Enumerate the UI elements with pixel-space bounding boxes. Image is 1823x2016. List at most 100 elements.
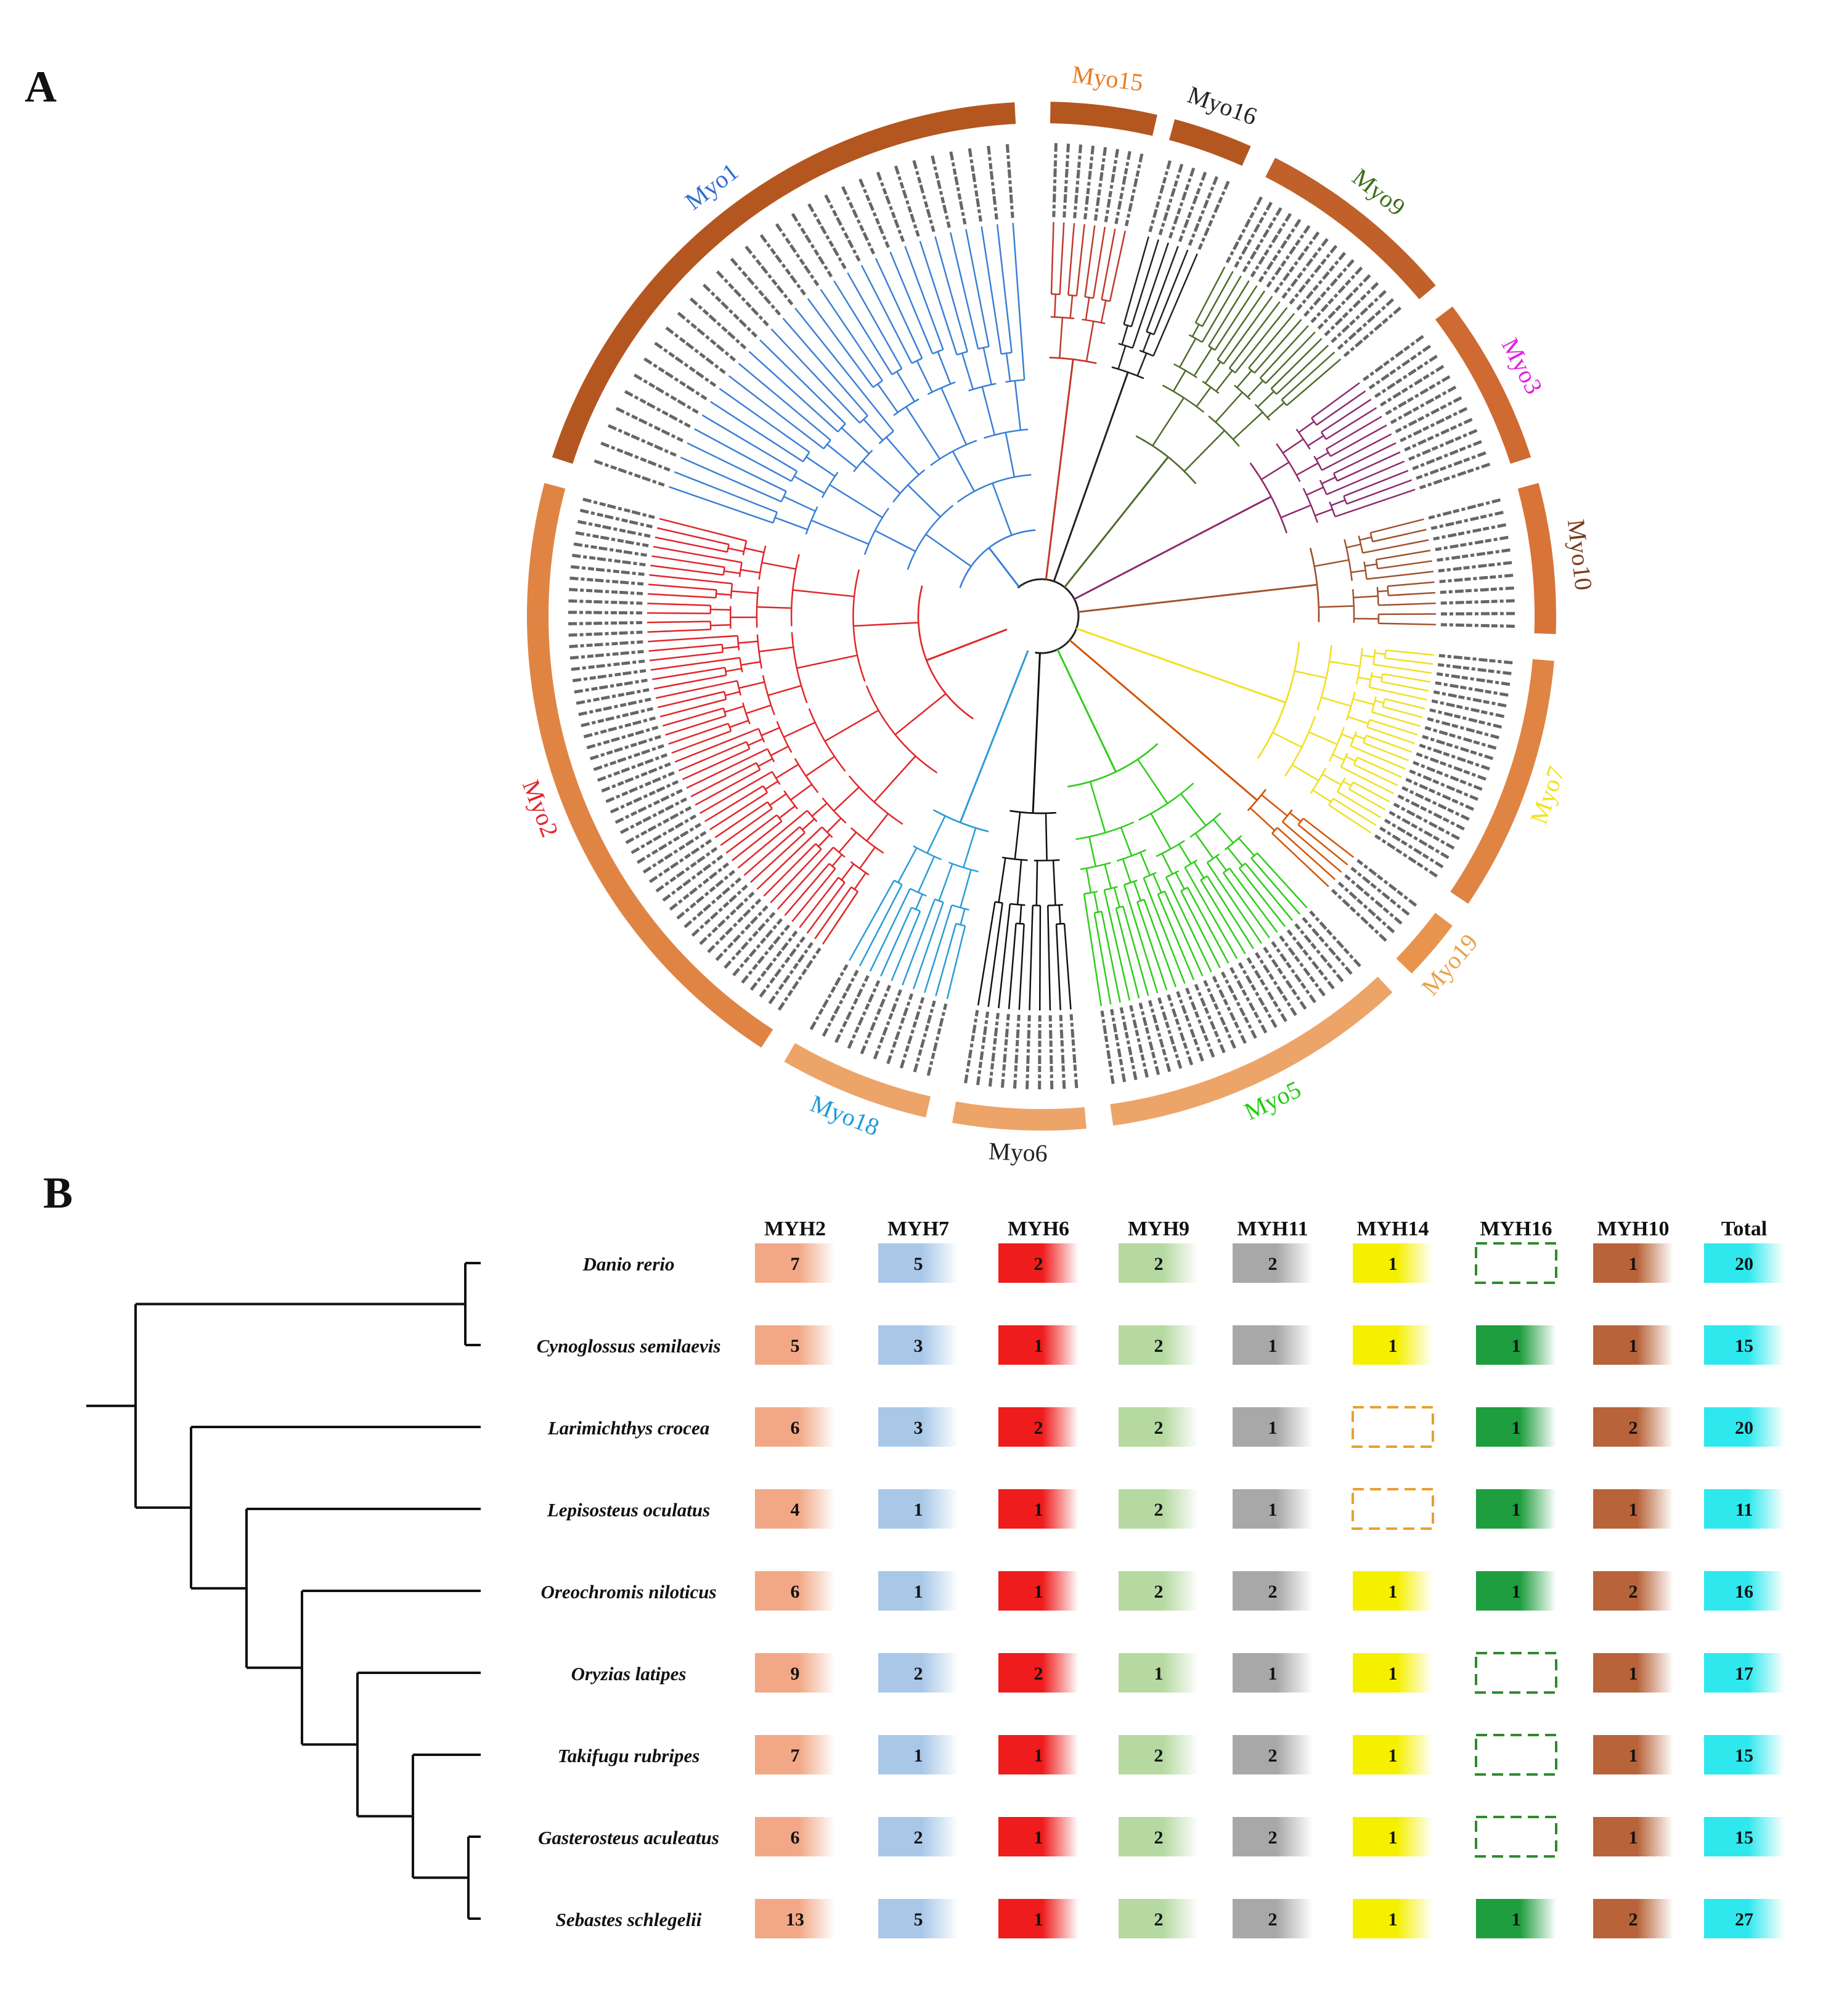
internal-branch [741, 662, 761, 665]
leaf-label-mark [1160, 163, 1182, 235]
count-value: 1 [1389, 1827, 1398, 1848]
internal-arc [1381, 674, 1382, 682]
internal-branch [1313, 790, 1331, 802]
internal-branch [741, 570, 761, 573]
leaf-branch [808, 299, 873, 388]
clade-ring [527, 102, 1556, 1131]
leaf-label-mark [654, 343, 716, 386]
internal-branch [744, 548, 764, 552]
clade-label-myo3: Myo3 [1496, 333, 1548, 399]
leaf-branch [729, 376, 824, 449]
internal-branch [906, 407, 940, 459]
leaf-label-mark [684, 879, 741, 928]
internal-arc [725, 667, 726, 675]
species-name: Takifugu rubripes [558, 1745, 700, 1766]
internal-branch [791, 784, 812, 800]
leaf-branch [1154, 250, 1188, 335]
internal-branch [895, 694, 946, 734]
leaf-label-mark [1283, 238, 1328, 298]
internal-branch [863, 420, 883, 441]
leaf-label-mark [1419, 745, 1490, 769]
leaf-label-mark [597, 755, 667, 781]
leaf-label-mark [1102, 1011, 1113, 1086]
leaf-branch [1366, 735, 1412, 752]
count-value: 1 [1512, 1500, 1521, 1520]
leaf-branch [823, 892, 858, 944]
leaf-label-mark [1435, 683, 1509, 695]
count-value: 1 [1512, 1418, 1521, 1438]
internal-arc [724, 567, 725, 575]
internal-arc [1202, 381, 1218, 393]
leaf-branch [648, 585, 717, 590]
internal-branch [1215, 392, 1242, 422]
count-value: 2 [1629, 1418, 1638, 1438]
count-value: 2 [1154, 1418, 1164, 1438]
leaf-branch [675, 729, 759, 762]
count-value: 2 [1154, 1336, 1164, 1356]
leaf-branch [870, 888, 910, 971]
leaf-branch [1349, 789, 1385, 810]
species-name: Gasterosteus aculeatus [538, 1827, 719, 1848]
leaf-branch [1077, 224, 1085, 296]
leaf-branch [778, 847, 833, 909]
leaf-label-mark [666, 327, 725, 373]
count-value: 1 [1034, 1500, 1043, 1520]
internal-arc [716, 590, 717, 598]
internal-branch [982, 387, 995, 435]
count-value: 2 [1154, 1500, 1164, 1520]
leaf-branch [982, 226, 1001, 354]
internal-branch [1290, 813, 1301, 821]
leaf-label-mark [776, 223, 818, 285]
internal-branch [1006, 353, 1010, 381]
internal-arc [784, 791, 797, 809]
column-header-myh2: MYH2 [764, 1217, 826, 1240]
leaf-branch [647, 613, 711, 614]
internal-branch [1121, 827, 1132, 856]
count-value: 15 [1735, 1746, 1753, 1766]
internal-branch [1297, 463, 1318, 475]
internal-branch [1015, 812, 1020, 859]
count-value: 2 [1268, 1827, 1278, 1848]
internal-branch [1185, 431, 1225, 471]
internal-arc [1068, 295, 1077, 296]
leaf-branch [1068, 223, 1074, 295]
leaf-label-mark [1339, 883, 1395, 933]
internal-arc [767, 802, 772, 809]
internal-branch [1347, 544, 1361, 547]
species-name: Larimichthys crocea [547, 1417, 710, 1439]
leaf-label-mark [1050, 1015, 1052, 1091]
count-value: 7 [791, 1746, 800, 1766]
leaf-branch [1377, 561, 1432, 569]
leaf-branch [807, 882, 845, 933]
internal-branch [1358, 677, 1371, 680]
internal-branch [1353, 596, 1378, 597]
leaf-branch [655, 537, 727, 552]
leaf-branch [719, 389, 809, 452]
internal-arc [822, 798, 846, 823]
internal-branch [917, 361, 932, 392]
phylogenetic-tree: A Myo1Myo15Myo16Myo9Myo3Myo10Myo7Myo19My… [0, 0, 1823, 1232]
leaf-branch [1322, 434, 1392, 470]
leaf-label-mark [1437, 550, 1512, 560]
leaf-label-mark [573, 680, 647, 693]
internal-branch [834, 787, 859, 811]
leaf-branch [815, 887, 851, 939]
clade-label-myo16: Myo16 [1185, 81, 1261, 131]
leaf-label-mark [571, 670, 646, 681]
internal-branch [1321, 697, 1351, 706]
internal-arc [1377, 587, 1379, 605]
internal-branch [1087, 868, 1091, 893]
leaf-label-mark [1413, 441, 1482, 469]
leaf-branch [1353, 782, 1389, 802]
internal-branch [1179, 844, 1191, 864]
internal-branch [1273, 733, 1302, 747]
leaf-label-mark [1441, 601, 1516, 603]
count-value: 1 [1389, 1664, 1398, 1684]
leaf-branch [1357, 757, 1401, 777]
leaf-label-mark [1085, 145, 1093, 219]
internal-branch [1143, 333, 1151, 352]
leaf-branch [660, 699, 726, 717]
leaf-label-mark [703, 284, 756, 336]
